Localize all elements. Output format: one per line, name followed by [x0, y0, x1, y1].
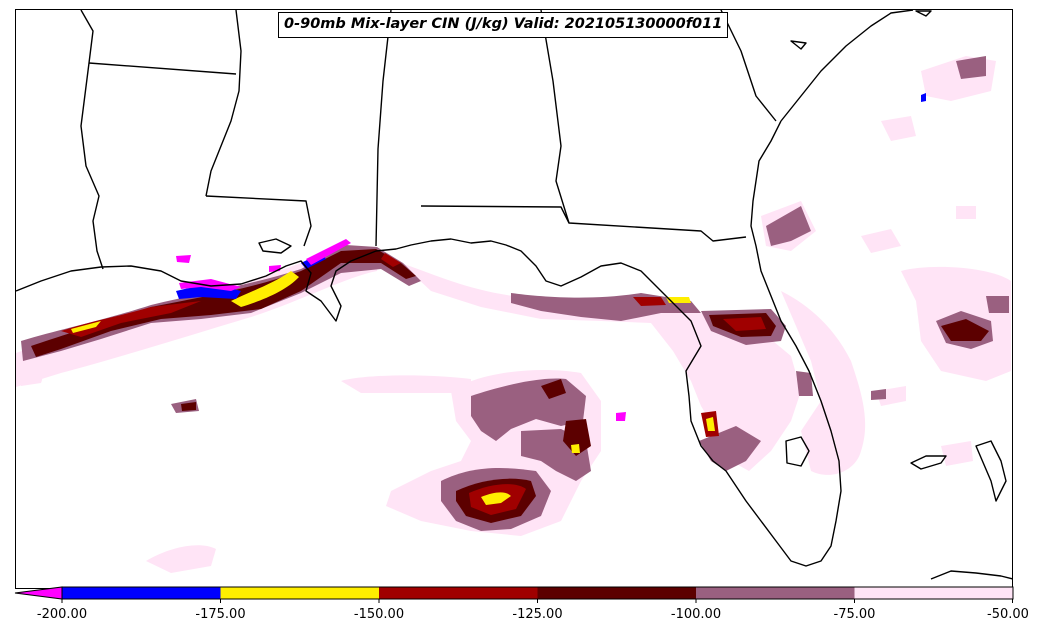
state-border-ms-al — [375, 10, 392, 247]
lake-pontchartrain — [258, 238, 292, 254]
colorbar-extend-arrow — [14, 586, 63, 600]
colorbar-tick-label: -150.00 — [353, 607, 405, 622]
state-border-al-ga — [540, 10, 570, 224]
bahamas-grand — [910, 455, 947, 470]
colorbar-bin-150-125 — [379, 587, 538, 599]
cin-brown-shading — [61, 253, 766, 515]
island-1 — [790, 40, 807, 50]
map-panel — [15, 9, 1013, 589]
bahamas-andros — [975, 440, 1007, 502]
cin-magenta-shading — [176, 239, 626, 421]
colorbar-bin-125-100 — [537, 587, 696, 599]
state-border-ga-sc — [720, 10, 777, 122]
colorbar-tick-label: -100.00 — [670, 607, 722, 622]
mississippi-river-border — [205, 10, 242, 197]
cin-map — [16, 10, 1012, 580]
colorbar — [14, 586, 1014, 603]
colorbar-tick-marks — [61, 599, 1013, 603]
colorbar-tick-label: -50.00 — [987, 607, 1029, 622]
state-border-al-fl — [420, 205, 747, 242]
colorbar-bin-200-175 — [62, 587, 221, 599]
cuba-coast — [930, 570, 1012, 580]
map-title: 0-90mb Mix-layer CIN (J/kg) Valid: 20210… — [278, 12, 729, 38]
state-border-la-ms — [205, 195, 312, 247]
coast-texas-louisiana — [16, 120, 842, 567]
colorbar-bin-100-75 — [696, 587, 855, 599]
colorbar-bin-75-50 — [854, 587, 1013, 599]
state-border-tx-la — [80, 10, 104, 270]
coastlines-and-borders — [16, 10, 1012, 580]
coast-atlantic — [780, 10, 914, 122]
colorbar-tick-label: -175.00 — [195, 607, 246, 622]
island-2 — [915, 10, 932, 17]
lake-okeechobee — [785, 436, 810, 467]
colorbar-bin-175-150 — [220, 587, 379, 599]
colorbar-tick-label: -75.00 — [833, 607, 876, 622]
cin-yellow-shading — [71, 271, 715, 505]
state-border-ar-la — [88, 62, 237, 75]
colorbar-tick-label: -125.00 — [512, 607, 563, 622]
colorbar-tick-label: -200.00 — [36, 607, 88, 622]
